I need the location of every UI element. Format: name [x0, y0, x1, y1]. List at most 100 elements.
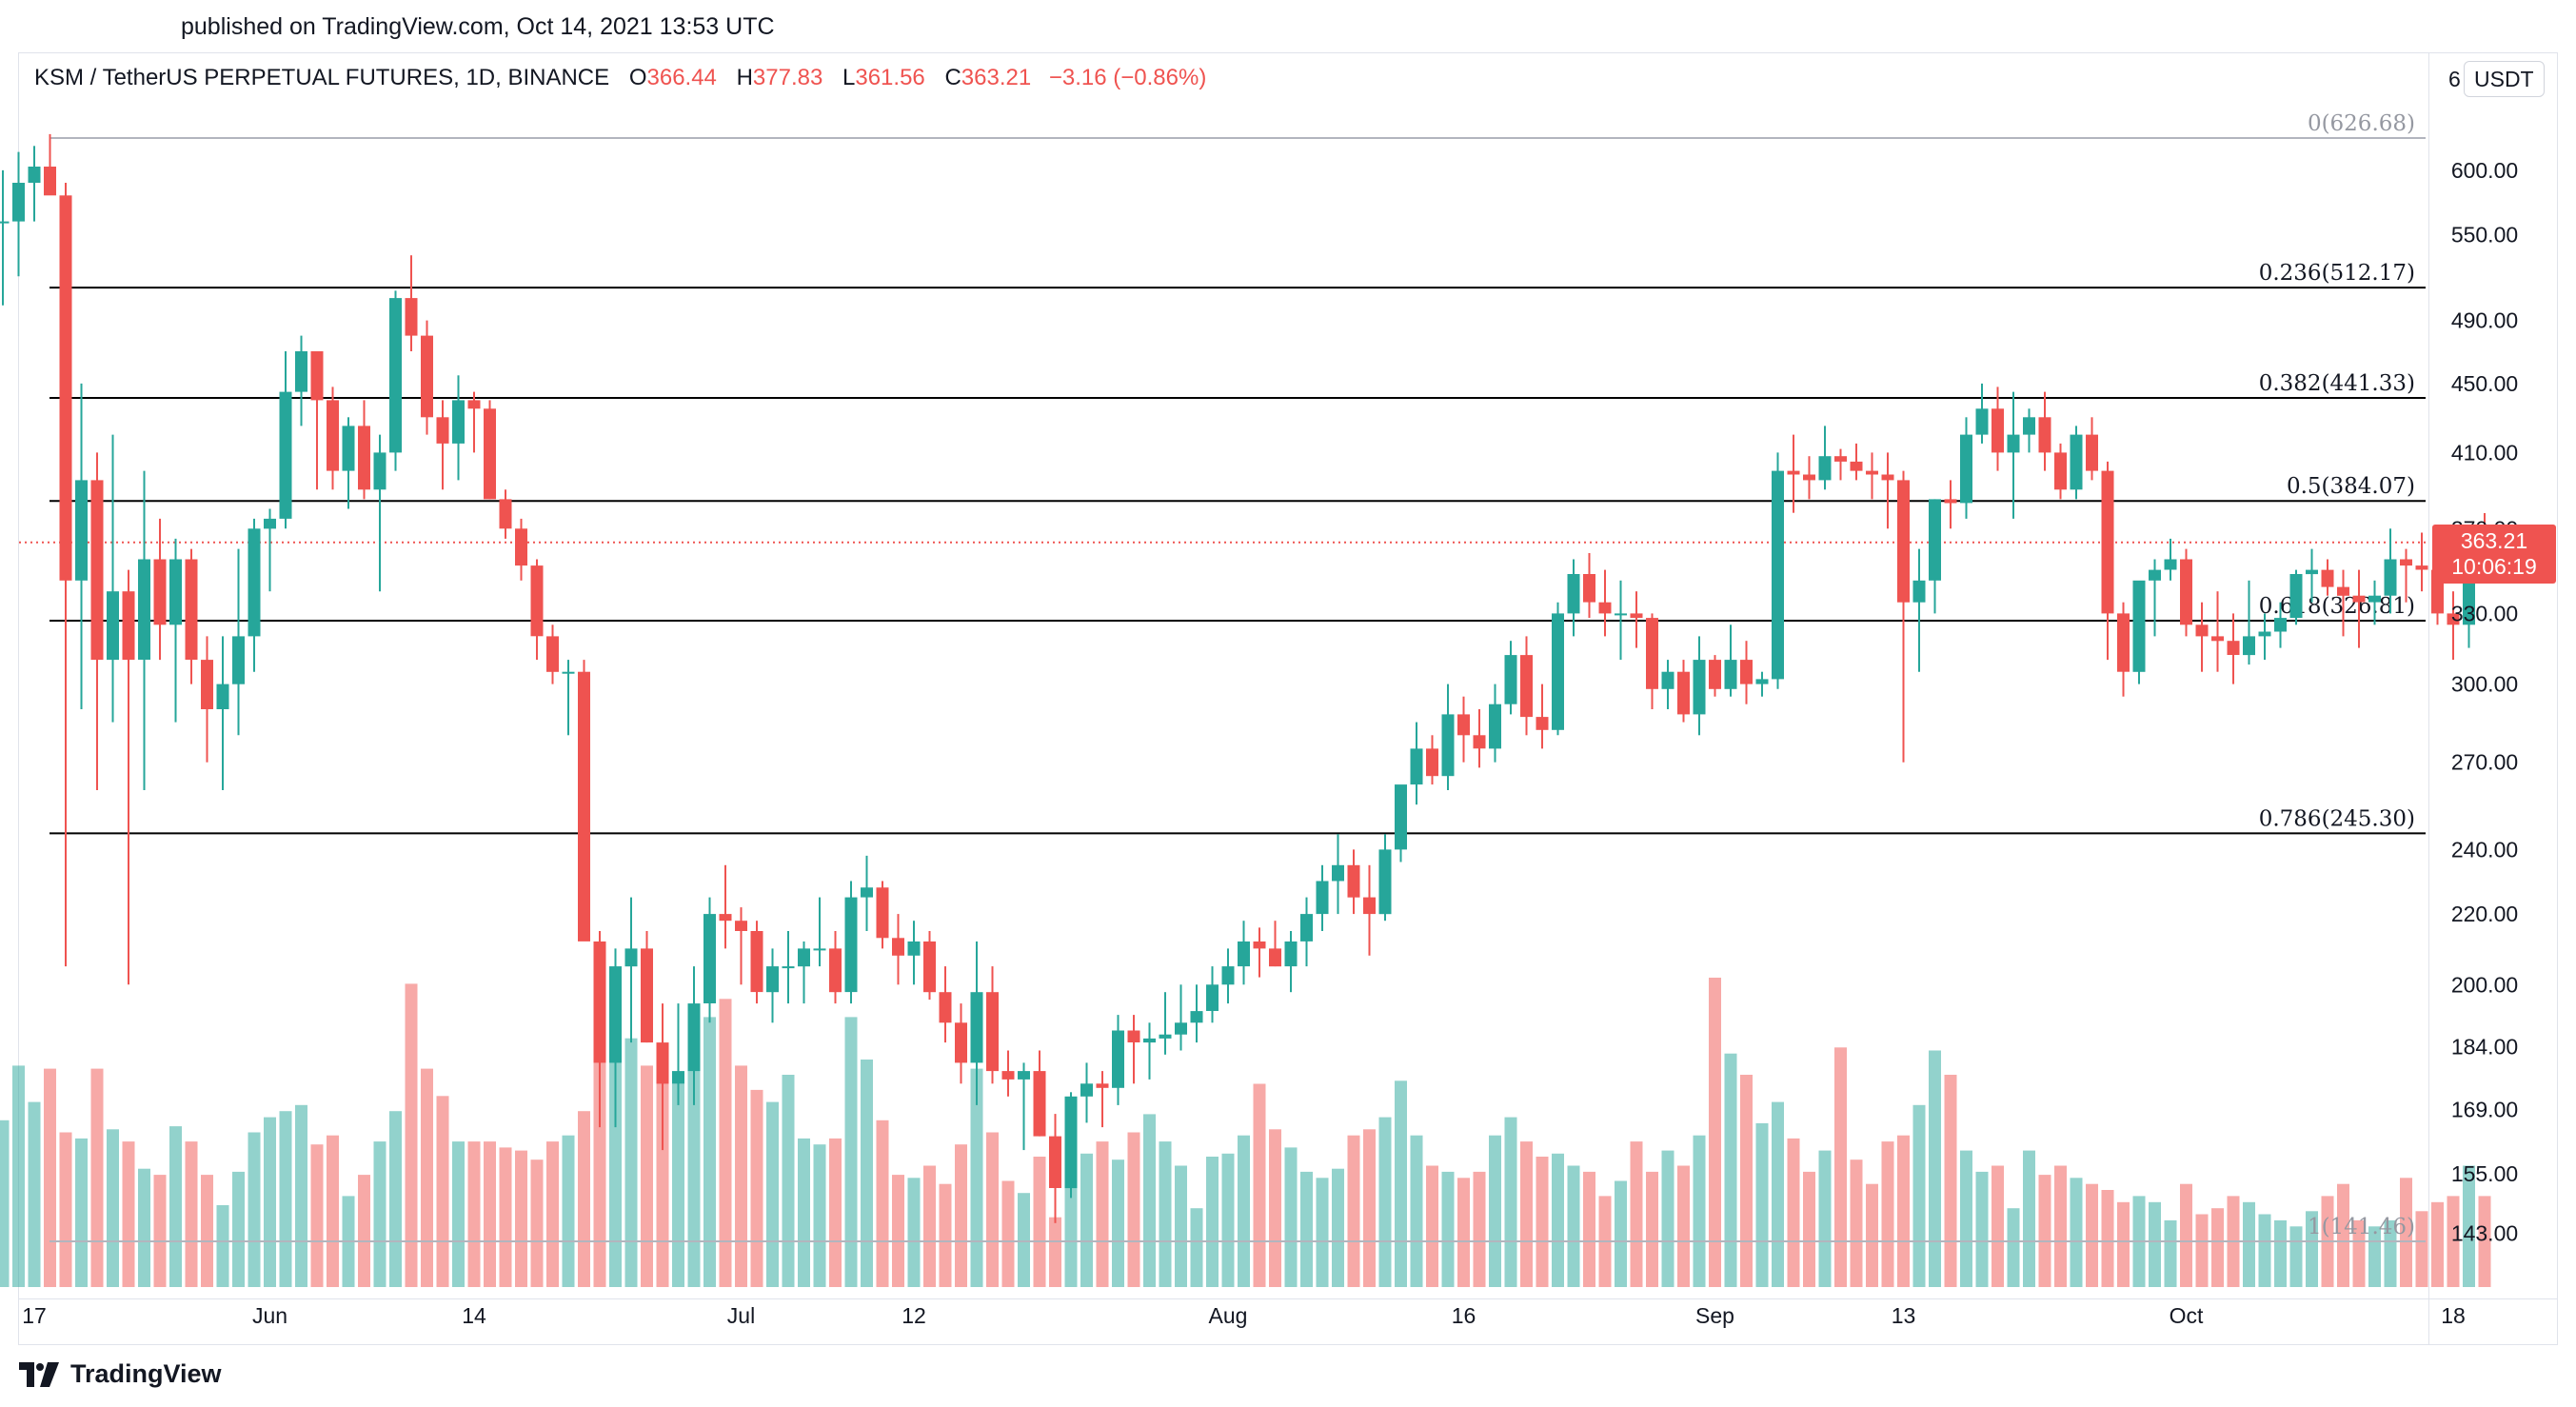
volume-bar — [2211, 1208, 2224, 1287]
candle-body — [2101, 470, 2114, 614]
candle-body — [515, 528, 527, 566]
volume-bar — [2258, 1214, 2271, 1287]
volume-bar — [2117, 1201, 2130, 1287]
tradingview-logo-icon — [19, 1361, 59, 1387]
volume-bar — [530, 1159, 544, 1287]
volume-bar — [59, 1132, 72, 1287]
price-axis-tick: 184.00 — [2451, 1034, 2518, 1059]
candle — [1410, 722, 1423, 805]
chart-frame — [18, 52, 2558, 1345]
candle-body — [185, 559, 198, 660]
footer-brand[interactable]: TradingView — [19, 1359, 222, 1389]
volume-bar — [1159, 1141, 1172, 1287]
candle — [861, 855, 873, 931]
candle-body — [2243, 636, 2255, 656]
candle — [672, 1003, 684, 1105]
candle — [1238, 921, 1250, 985]
candle — [1630, 591, 1643, 648]
volume-bar — [75, 1138, 88, 1287]
volume-bar — [2164, 1219, 2177, 1287]
candle-body — [264, 518, 276, 529]
volume-bar — [1347, 1135, 1360, 1287]
volume-bar — [2431, 1201, 2444, 1287]
candle — [2149, 559, 2161, 637]
candle — [1033, 1050, 1046, 1137]
volume-bar — [1018, 1193, 1030, 1287]
candle — [1175, 984, 1187, 1051]
candle-body — [2447, 613, 2460, 625]
volume-bar — [1064, 1183, 1078, 1287]
volume-bar — [782, 1075, 795, 1287]
candle-body — [844, 897, 858, 993]
candle-body — [750, 931, 763, 993]
candle — [1378, 834, 1392, 921]
high-value: 377.83 — [752, 65, 823, 90]
volume-bar — [327, 1135, 339, 1287]
volume-bar — [90, 1068, 104, 1287]
candle-body — [1127, 1030, 1140, 1042]
candle-body — [923, 941, 936, 993]
volume-bar — [719, 999, 732, 1287]
candle — [1567, 559, 1580, 637]
volume-bar — [750, 1089, 763, 1287]
volume-bar — [672, 1078, 684, 1287]
volume-bar — [1991, 1165, 2004, 1287]
candle-body — [1001, 1071, 1015, 1080]
volume-bar — [153, 1175, 167, 1287]
candle — [1018, 1062, 1030, 1151]
candle — [1426, 735, 1438, 785]
candle-body — [1536, 717, 1549, 730]
volume-bar — [1818, 1150, 1832, 1287]
volume-bar — [1929, 1050, 1941, 1287]
fib-level-label: 0.5(384.07) — [2287, 474, 2415, 499]
currency-button[interactable]: USDT — [2464, 61, 2545, 97]
candle — [1881, 452, 1894, 529]
candle — [1929, 499, 1941, 614]
volume-bar — [2180, 1183, 2192, 1287]
candle — [2352, 569, 2366, 648]
candle-body — [2149, 569, 2161, 581]
published-caption: published on TradingView.com, Oct 14, 20… — [181, 13, 775, 40]
volume-bar — [2337, 1183, 2349, 1287]
volume-bar — [248, 1132, 261, 1287]
candle — [358, 400, 370, 500]
high-label: H — [736, 65, 753, 90]
candle-body — [1096, 1083, 1109, 1088]
candle-body — [452, 400, 465, 444]
candle-body — [2038, 417, 2051, 453]
candle-body — [421, 335, 433, 418]
candle — [2368, 580, 2381, 625]
price-axis-tick: 490.00 — [2451, 308, 2518, 333]
time-axis-tick: 13 — [1892, 1303, 1916, 1328]
volume-bar — [939, 1183, 952, 1287]
volume-bar — [1866, 1183, 1878, 1287]
volume-bar — [1772, 1101, 1784, 1287]
candle — [1724, 624, 1737, 697]
volume-bar — [1787, 1138, 1800, 1287]
price-axis-tick: 270.00 — [2451, 750, 2518, 775]
volume-bar — [1489, 1135, 1501, 1287]
candle — [389, 290, 402, 471]
volume-bar — [1238, 1135, 1250, 1287]
volume-bar — [107, 1129, 119, 1287]
candle-body — [1567, 574, 1580, 614]
candle-body — [2384, 559, 2397, 596]
volume-bar — [2054, 1165, 2067, 1287]
candle — [1755, 671, 1769, 697]
candle — [1787, 434, 1800, 513]
candle-body — [1064, 1096, 1078, 1189]
candle-body — [1912, 580, 1926, 603]
volume-bar — [593, 1007, 606, 1287]
symbol-title[interactable]: KSM / TetherUS PERPETUAL FUTURES, 1D, BI… — [34, 65, 610, 90]
volume-bar — [1803, 1171, 1815, 1287]
candle — [2400, 548, 2412, 603]
candle — [515, 518, 527, 581]
candle-body — [2227, 641, 2240, 655]
candle-body — [138, 559, 150, 660]
candle-body — [2211, 636, 2224, 642]
candle — [2274, 602, 2287, 648]
candle-body — [955, 1022, 967, 1063]
volume-bar — [2274, 1219, 2287, 1287]
volume-bar — [546, 1141, 559, 1287]
